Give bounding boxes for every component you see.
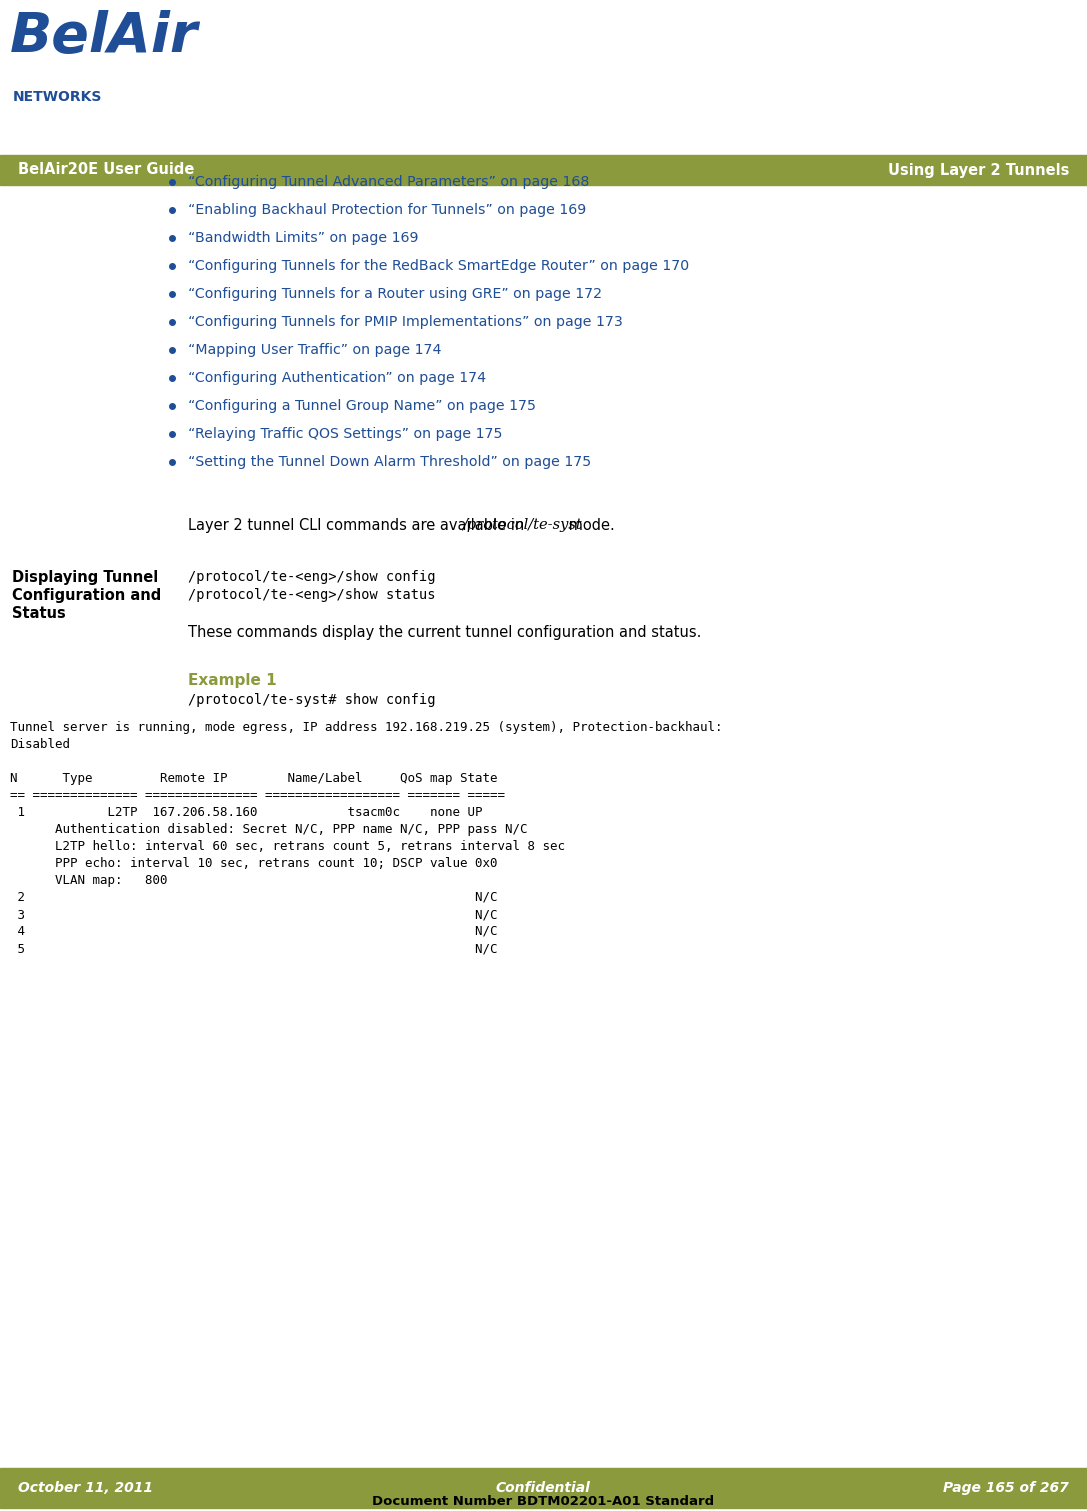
Text: “Configuring Tunnels for the RedBack SmartEdge Router” on page 170: “Configuring Tunnels for the RedBack Sma…	[188, 258, 689, 273]
Text: Disabled: Disabled	[10, 737, 70, 751]
Text: /protocol/te-syst: /protocol/te-syst	[462, 518, 583, 532]
Text: 2                                                            N/C: 2 N/C	[10, 891, 498, 904]
Text: Using Layer 2 Tunnels: Using Layer 2 Tunnels	[888, 163, 1069, 177]
Bar	[0, 156, 1087, 184]
Text: BelAir20E User Guide: BelAir20E User Guide	[18, 163, 195, 177]
Text: /protocol/te-syst# show config: /protocol/te-syst# show config	[188, 694, 436, 707]
Bar	[0, 1469, 1087, 1508]
Text: 3                                                            N/C: 3 N/C	[10, 908, 498, 922]
Text: “Configuring Tunnels for PMIP Implementations” on page 173: “Configuring Tunnels for PMIP Implementa…	[188, 314, 623, 329]
Text: Authentication disabled: Secret N/C, PPP name N/C, PPP pass N/C: Authentication disabled: Secret N/C, PPP…	[10, 823, 527, 836]
Text: “Configuring Authentication” on page 174: “Configuring Authentication” on page 174	[188, 372, 486, 385]
Text: Configuration and: Configuration and	[12, 588, 161, 603]
Text: Layer 2 tunnel CLI commands are available in: Layer 2 tunnel CLI commands are availabl…	[188, 518, 529, 533]
Text: October 11, 2011: October 11, 2011	[18, 1481, 153, 1494]
Text: Page 165 of 267: Page 165 of 267	[944, 1481, 1069, 1494]
Text: “Enabling Backhaul Protection for Tunnels” on page 169: “Enabling Backhaul Protection for Tunnel…	[188, 202, 586, 218]
Text: Tunnel server is running, mode egress, IP address 192.168.219.25 (system), Prote: Tunnel server is running, mode egress, I…	[10, 721, 723, 734]
Text: /protocol/te-<eng>/show config: /protocol/te-<eng>/show config	[188, 570, 436, 583]
Text: mode.: mode.	[564, 518, 615, 533]
Text: Status: Status	[12, 606, 65, 621]
Text: PPP echo: interval 10 sec, retrans count 10; DSCP value 0x0: PPP echo: interval 10 sec, retrans count…	[10, 857, 498, 870]
Text: L2TP hello: interval 60 sec, retrans count 5, retrans interval 8 sec: L2TP hello: interval 60 sec, retrans cou…	[10, 840, 565, 854]
Text: “Setting the Tunnel Down Alarm Threshold” on page 175: “Setting the Tunnel Down Alarm Threshold…	[188, 455, 591, 468]
Text: Document Number BDTM02201-A01 Standard: Document Number BDTM02201-A01 Standard	[372, 1494, 714, 1508]
Text: 4                                                            N/C: 4 N/C	[10, 925, 498, 938]
Text: “Configuring Tunnels for a Router using GRE” on page 172: “Configuring Tunnels for a Router using …	[188, 287, 602, 301]
Text: Example 1: Example 1	[188, 672, 276, 688]
Text: VLAN map:   800: VLAN map: 800	[10, 873, 167, 887]
Text: Displaying Tunnel: Displaying Tunnel	[12, 570, 159, 585]
Text: Confidential: Confidential	[496, 1481, 590, 1494]
Text: “Configuring Tunnel Advanced Parameters” on page 168: “Configuring Tunnel Advanced Parameters”…	[188, 175, 589, 189]
Text: 5                                                            N/C: 5 N/C	[10, 941, 498, 955]
Text: NETWORKS: NETWORKS	[13, 91, 102, 104]
Text: == ============== =============== ================== ======= =====: == ============== =============== ======…	[10, 789, 505, 802]
Text: N      Type         Remote IP        Name/Label     QoS map State: N Type Remote IP Name/Label QoS map Stat…	[10, 772, 498, 786]
Text: “Mapping User Traffic” on page 174: “Mapping User Traffic” on page 174	[188, 343, 441, 357]
Text: “Bandwidth Limits” on page 169: “Bandwidth Limits” on page 169	[188, 231, 418, 245]
Text: 1           L2TP  167.206.58.160            tsacm0c    none UP: 1 L2TP 167.206.58.160 tsacm0c none UP	[10, 805, 483, 819]
Text: BelAir: BelAir	[10, 11, 198, 63]
Text: “Relaying Traffic QOS Settings” on page 175: “Relaying Traffic QOS Settings” on page …	[188, 428, 502, 441]
Text: /protocol/te-<eng>/show status: /protocol/te-<eng>/show status	[188, 588, 436, 601]
Text: These commands display the current tunnel configuration and status.: These commands display the current tunne…	[188, 626, 701, 641]
Text: “Configuring a Tunnel Group Name” on page 175: “Configuring a Tunnel Group Name” on pag…	[188, 399, 536, 413]
